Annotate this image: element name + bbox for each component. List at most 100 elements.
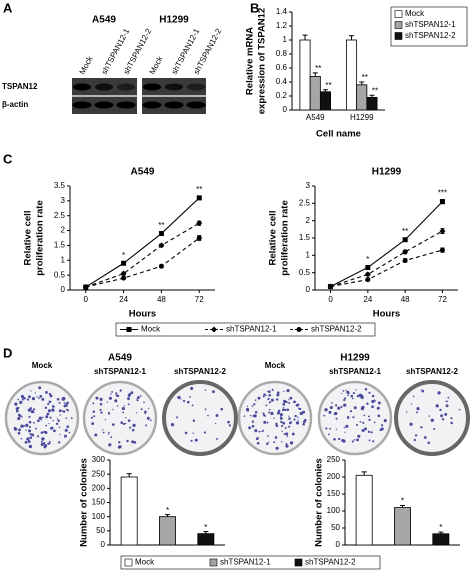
colony <box>43 442 46 445</box>
colony <box>275 398 279 401</box>
colony <box>46 412 50 416</box>
colony <box>20 438 23 440</box>
colony <box>265 394 267 396</box>
colony <box>445 400 447 402</box>
colony <box>39 394 43 398</box>
colony <box>416 411 418 414</box>
significance: * <box>401 497 404 506</box>
marker <box>121 260 127 266</box>
colony <box>335 428 338 431</box>
colony <box>381 424 384 427</box>
colony <box>297 419 299 421</box>
colony <box>28 420 32 424</box>
colony <box>283 390 285 393</box>
colony <box>342 439 346 443</box>
colony <box>276 391 280 395</box>
colony <box>282 402 286 406</box>
marker <box>158 263 164 269</box>
colony <box>362 421 365 424</box>
legend-swatch <box>294 558 303 567</box>
y-tick-label: 300 <box>92 455 106 464</box>
colony <box>286 389 290 393</box>
y-tick-label: 1 <box>61 255 66 264</box>
blot-band <box>186 101 206 109</box>
colony <box>40 440 43 443</box>
legend-box <box>115 322 376 337</box>
colony <box>405 411 408 413</box>
marker <box>402 237 408 243</box>
error-bar <box>203 531 209 534</box>
colony <box>414 434 418 437</box>
y-tick-label: 1.2 <box>276 21 288 30</box>
colony <box>253 414 257 418</box>
colony <box>28 444 33 449</box>
bar <box>159 516 176 546</box>
marker <box>196 235 202 241</box>
colony <box>66 401 69 405</box>
colony <box>343 398 346 402</box>
legend-swatch <box>394 21 403 29</box>
colony <box>17 417 21 421</box>
y-tick-label: 3 <box>306 181 311 190</box>
legend-swatch <box>209 558 218 567</box>
plate <box>394 380 470 456</box>
colony <box>90 416 93 419</box>
x-axis-label: Hours <box>373 309 400 320</box>
colony <box>29 436 33 439</box>
colony <box>276 411 280 415</box>
colony <box>31 433 35 437</box>
colony <box>281 430 283 432</box>
error-bar <box>322 89 328 92</box>
colony <box>363 414 366 417</box>
colony <box>108 431 110 434</box>
colony <box>379 428 383 432</box>
colony <box>261 430 263 433</box>
colony <box>133 441 137 444</box>
colony <box>284 408 287 411</box>
significance: * <box>122 251 125 260</box>
colony-condition-label: shTSPAN12-2 <box>174 367 226 376</box>
colony <box>17 413 21 416</box>
colony <box>428 415 431 417</box>
colony <box>194 438 198 442</box>
colony <box>117 445 121 449</box>
colony <box>108 443 112 447</box>
colony <box>132 423 136 428</box>
y-tick-label: 1 <box>283 35 288 44</box>
blot-band <box>117 83 135 91</box>
colony <box>346 390 350 394</box>
x-tick-label: A549 <box>306 113 325 122</box>
colony <box>15 409 19 413</box>
colony <box>30 410 35 414</box>
colony <box>38 397 40 399</box>
x-axis-label: Hours <box>129 309 156 320</box>
series-line <box>85 222 200 288</box>
colony <box>99 402 103 406</box>
colony <box>280 420 283 424</box>
colony <box>104 419 107 421</box>
y-tick-label: 200 <box>327 472 341 481</box>
colony <box>420 389 423 391</box>
colony <box>258 430 261 433</box>
colony <box>207 414 209 417</box>
colony <box>48 423 50 425</box>
colony <box>100 411 103 414</box>
y-tick-label: 100 <box>92 512 106 521</box>
significance: * <box>366 255 369 264</box>
colony <box>119 389 122 392</box>
significance: * <box>166 506 169 515</box>
colony <box>13 426 17 430</box>
colony <box>139 394 142 397</box>
colony <box>211 390 215 394</box>
colony <box>122 411 124 414</box>
colony <box>50 426 54 430</box>
plate <box>4 380 80 456</box>
colony <box>296 403 300 407</box>
blot-band <box>187 83 205 91</box>
colony <box>446 400 449 403</box>
colony <box>420 426 423 429</box>
colony <box>302 422 305 426</box>
colony <box>298 407 302 411</box>
colony <box>126 439 129 443</box>
colony <box>291 432 295 436</box>
